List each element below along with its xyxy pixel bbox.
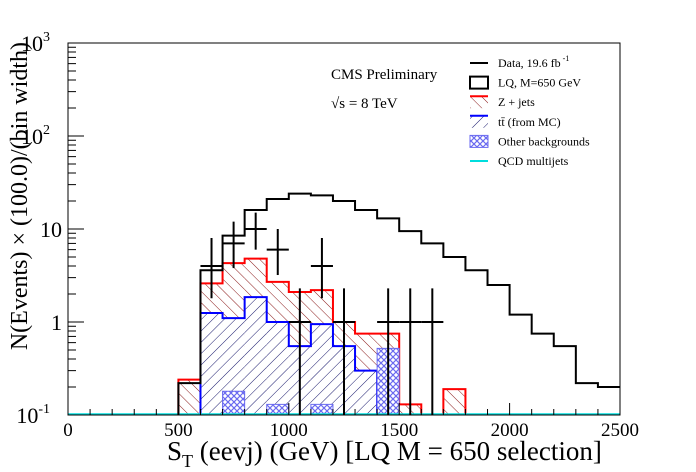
- data-point: [288, 288, 311, 415]
- y-tick-label: 10: [40, 217, 62, 242]
- legend-label: Data, 19.6 fb -1: [498, 54, 569, 70]
- data-point: [377, 288, 400, 415]
- legend-label: Other backgrounds: [498, 134, 590, 148]
- legend-swatch-fill: [470, 115, 488, 128]
- legend-label-text: Other backgrounds: [498, 134, 590, 148]
- data-point: [310, 238, 333, 299]
- x-tick-label: 1500: [380, 420, 418, 441]
- signal-histogram-line: [177, 192, 620, 415]
- legend-swatch-fill: [470, 96, 488, 109]
- chart-subtitle: √s = 8 TeV: [331, 96, 398, 112]
- data-point: [222, 221, 245, 269]
- histogram-bin: [244, 297, 267, 415]
- legend-label-text: LQ, M=650 GeV: [498, 76, 581, 90]
- histogram-bin: [222, 391, 245, 415]
- histogram-bin: [310, 324, 333, 415]
- histogram-outline: [177, 257, 467, 415]
- legend-entry: tt̄ (from MC): [470, 114, 561, 129]
- x-tick-label: 1000: [270, 420, 308, 441]
- legend-label-text: QCD multijets: [498, 154, 569, 168]
- y-tick-label: 10-1: [16, 402, 50, 428]
- y-tick-label: 103: [21, 30, 50, 56]
- legend-label-text: tt̄ (from MC): [498, 115, 561, 129]
- histogram-bin: [200, 312, 223, 415]
- y-tick-base: 10: [16, 403, 38, 428]
- data-point: [421, 288, 444, 415]
- legend-label: QCD multijets: [498, 154, 569, 168]
- x-tick-label: 0: [63, 420, 73, 441]
- histogram-bin: [443, 389, 466, 415]
- data-point: [244, 212, 267, 250]
- legend-entry: Data, 19.6 fb -1: [470, 54, 569, 70]
- legend-entry: Other backgrounds: [469, 134, 590, 148]
- legend-label: tt̄ (from MC): [498, 115, 561, 129]
- histogram-outline: [222, 347, 400, 415]
- x-axis-label: ST (eevj) (GeV) [LQ M = 650 selection]: [167, 436, 602, 471]
- y-tick-label: 102: [21, 123, 50, 149]
- y-tick-exponent: -1: [38, 402, 50, 417]
- y-tick-base: 1: [51, 310, 62, 335]
- legend-label-text: Z + jets: [498, 95, 535, 109]
- histogram-bin: [266, 404, 289, 415]
- x-tick-label: 500: [164, 420, 193, 441]
- legend-label: LQ, M=650 GeV: [498, 76, 581, 90]
- histogram-bin: [355, 370, 378, 415]
- histogram-bin: [178, 379, 201, 415]
- legend-label-text: Data, 19.6 fb: [498, 56, 561, 70]
- chart-title: CMS Preliminary: [331, 67, 438, 83]
- y-tick-base: 10: [40, 217, 62, 242]
- histogram-bin: [266, 322, 289, 415]
- legend-entry: LQ, M=650 GeV: [469, 75, 581, 90]
- y-tick-base: 10: [21, 31, 43, 56]
- data-point: [332, 288, 356, 415]
- legend-label: Z + jets: [498, 95, 535, 109]
- x-tick-label: 2000: [491, 420, 529, 441]
- x-axis-label-rest: (eevj) (GeV) [LQ M = 650 selection]: [193, 436, 602, 466]
- legend-entry: QCD multijets: [470, 154, 569, 168]
- histogram-bin: [310, 404, 333, 415]
- legend-label-sup: -1: [563, 54, 570, 63]
- x-tick-label: 2500: [601, 420, 639, 441]
- y-tick-label: 1: [51, 310, 62, 335]
- data-point: [399, 288, 422, 415]
- histogram-outline: [199, 296, 379, 415]
- y-tick-base: 10: [21, 124, 43, 149]
- legend-swatch-signal: [469, 75, 489, 90]
- data-point: [200, 238, 223, 299]
- y-tick-exponent: 2: [43, 123, 50, 138]
- legend-swatch-fill: [469, 134, 489, 148]
- y-tick-exponent: 3: [43, 30, 50, 45]
- legend-entry: Z + jets: [470, 95, 535, 109]
- data-point: [266, 229, 289, 276]
- y-axis-label: N(Events) × (100.0)/(bin width): [7, 42, 33, 350]
- x-axis-label-main: S: [167, 436, 182, 466]
- x-axis-label-sub: T: [182, 451, 193, 471]
